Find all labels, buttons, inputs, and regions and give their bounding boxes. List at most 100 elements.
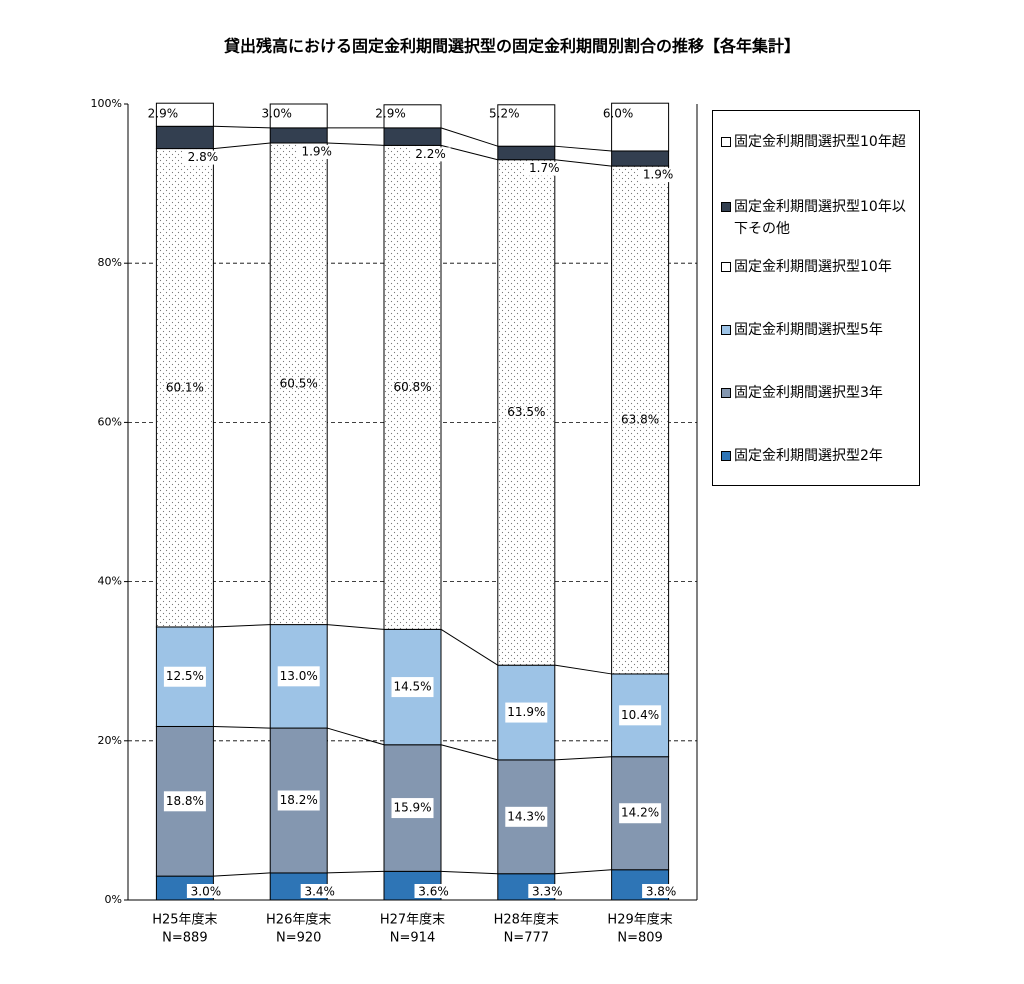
data-label: 12.5%: [166, 669, 204, 683]
data-label: 14.3%: [507, 809, 545, 823]
data-label: 2.9%: [148, 107, 179, 121]
data-label: 18.8%: [166, 794, 204, 808]
connector-line: [327, 624, 385, 630]
bar-segment: [383, 144, 442, 630]
data-label: 60.1%: [166, 380, 204, 394]
legend-entry: 固定金利期間選択型10年: [721, 256, 915, 278]
x-tick-sublabel: N=777: [504, 931, 549, 946]
connector-line: [554, 869, 612, 875]
data-label: 10.4%: [621, 708, 659, 722]
data-label: 3.6%: [418, 885, 449, 899]
data-label: 1.9%: [301, 145, 332, 159]
label-box: [410, 147, 451, 162]
label-box: [528, 884, 567, 898]
data-label: 2.9%: [375, 107, 406, 121]
label-box: [277, 790, 320, 811]
y-tick-label: 0%: [105, 893, 122, 906]
data-label: 1.7%: [529, 161, 560, 175]
bar-segment: [611, 102, 670, 152]
chart-title: 貸出残高における固定金利期間選択型の固定金利期間別割合の推移【各年集計】: [223, 37, 800, 56]
label-box: [300, 884, 339, 898]
connector-line: [440, 744, 498, 761]
data-label: 14.5%: [393, 680, 431, 694]
legend-swatch: [721, 262, 731, 272]
bar-segment: [155, 102, 214, 127]
x-tick-sublabel: N=809: [617, 931, 662, 946]
legend-entry: 固定金利期間選択型2年: [721, 445, 915, 467]
bar-segment: [383, 104, 442, 129]
label-box: [182, 150, 223, 165]
data-label: 15.9%: [393, 801, 431, 815]
legend-entry: 固定金利期間選択型10年以下その他: [721, 196, 915, 240]
bar-segment: [269, 103, 328, 129]
connector-line: [440, 127, 498, 147]
label-box: [277, 666, 320, 687]
legend-label: 固定金利期間選択型5年: [734, 322, 883, 338]
connector-line: [327, 727, 385, 746]
bar-segment: [269, 127, 328, 144]
data-label: 60.5%: [280, 376, 318, 390]
legend: 固定金利期間選択型10年超固定金利期間選択型10年以下その他固定金利期間選択型1…: [712, 110, 920, 486]
data-label: 3.0%: [261, 107, 292, 121]
connector-line: [213, 725, 271, 729]
data-label: 2.2%: [415, 147, 446, 161]
bar-segment: [497, 145, 556, 161]
data-label: 2.8%: [188, 150, 219, 164]
y-tick-label: 80%: [98, 256, 122, 269]
x-tick-label: H28年度末: [494, 912, 559, 928]
connector-line: [440, 628, 499, 666]
connector-line: [440, 870, 498, 875]
label-box: [505, 806, 548, 827]
y-tick-label: 20%: [98, 734, 122, 747]
label-box: [638, 168, 679, 183]
connector-line: [554, 664, 612, 675]
x-tick-sublabel: N=889: [162, 931, 207, 946]
data-label: 63.5%: [507, 405, 545, 419]
connector-line: [213, 872, 271, 877]
legend-label: 固定金利期間選択型10年: [734, 259, 892, 275]
connector-line: [554, 145, 612, 152]
legend-swatch: [721, 202, 731, 212]
y-tick-label: 60%: [98, 415, 122, 428]
data-label: 63.8%: [621, 413, 659, 427]
legend-swatch: [721, 325, 731, 335]
label-box: [163, 791, 206, 812]
legend-entry: 固定金利期間選択型10年超: [721, 131, 915, 153]
y-tick-label: 100%: [91, 97, 122, 110]
data-label: 18.2%: [280, 793, 318, 807]
bar-segment: [611, 150, 670, 167]
connector-line: [213, 624, 271, 628]
label-box: [619, 705, 662, 726]
legend-entry: 固定金利期間選択型5年: [721, 319, 915, 341]
data-label: 3.3%: [532, 885, 563, 899]
legend-swatch: [721, 137, 731, 147]
legend-swatch: [721, 388, 731, 398]
connector-line: [554, 756, 612, 761]
legend-label: 固定金利期間選択型2年: [734, 448, 883, 464]
connector-line: [554, 159, 612, 167]
legend-swatch: [721, 451, 731, 461]
data-label: 6.0%: [603, 107, 634, 121]
data-label: 14.2%: [621, 806, 659, 820]
data-label: 5.2%: [489, 107, 520, 121]
legend-label: 固定金利期間選択型3年: [734, 385, 883, 401]
label-box: [642, 884, 681, 898]
label-box: [296, 145, 337, 160]
bar-segment: [383, 127, 442, 146]
legend-entry: 固定金利期間選択型3年: [721, 382, 915, 404]
data-label: 3.0%: [191, 885, 222, 899]
bar-segment: [497, 104, 556, 147]
data-label: 11.9%: [507, 705, 545, 719]
legend-label: 固定金利期間選択型10年以下その他: [734, 199, 906, 237]
data-label: 13.0%: [280, 669, 318, 683]
connector-line: [327, 870, 385, 874]
label-box: [163, 666, 206, 687]
connector-line: [213, 142, 271, 150]
x-tick-sublabel: N=914: [390, 931, 435, 946]
bar-segment: [155, 148, 214, 628]
legend-label: 固定金利期間選択型10年超: [734, 134, 906, 150]
data-label: 3.4%: [304, 885, 335, 899]
x-tick-label: H25年度末: [152, 912, 217, 928]
